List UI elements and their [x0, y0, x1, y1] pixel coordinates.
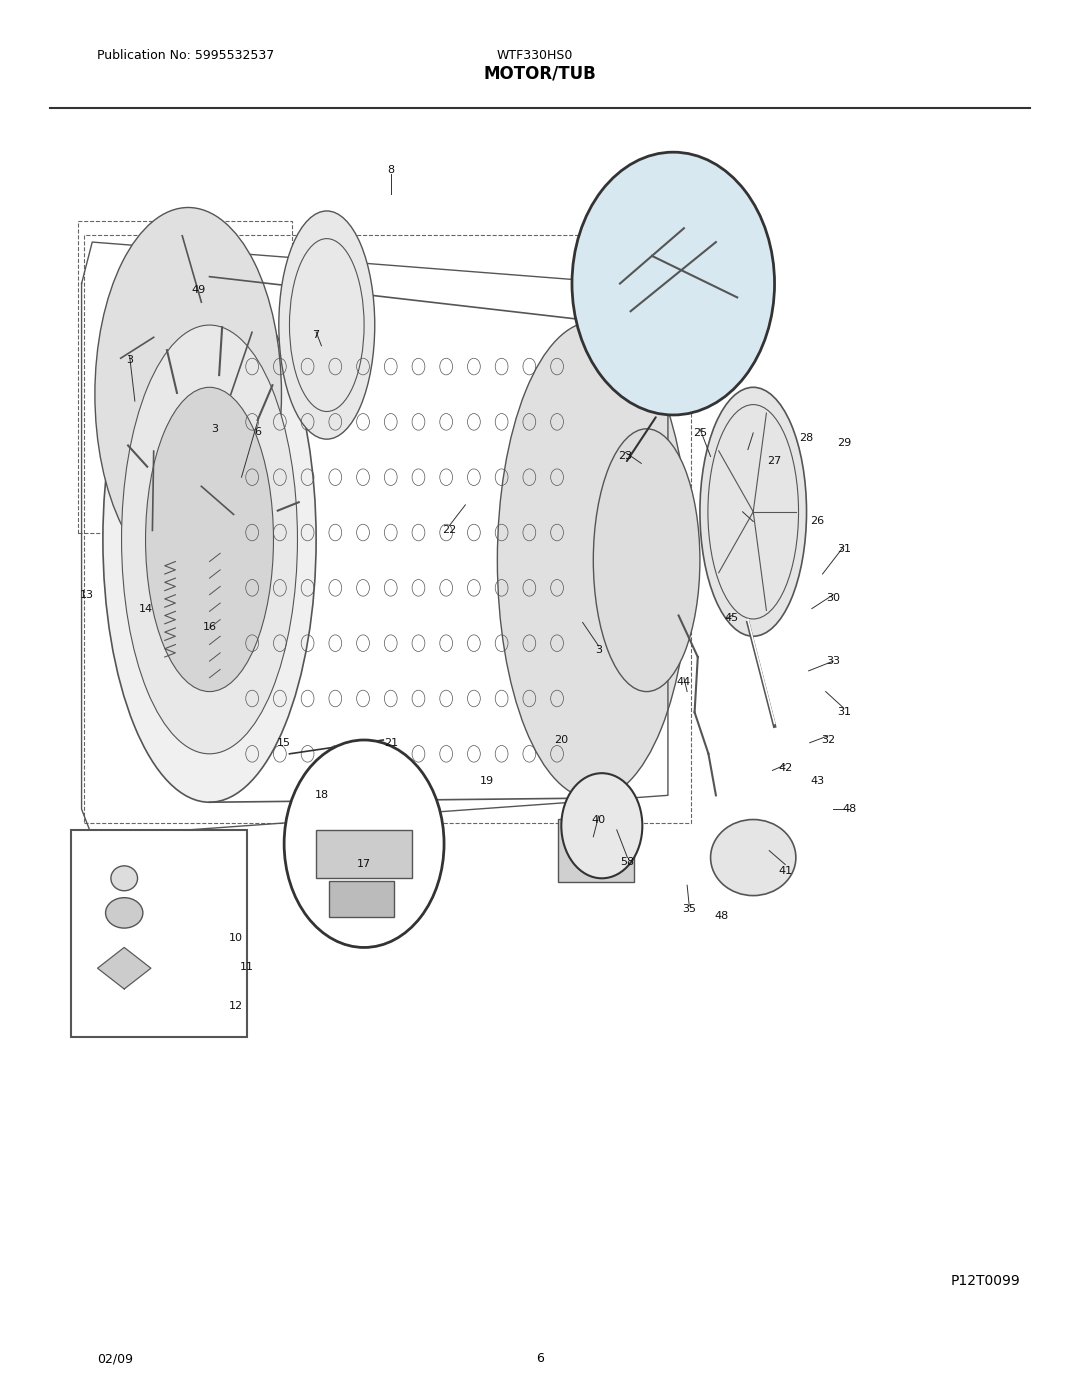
Text: 12: 12	[229, 1000, 243, 1010]
Text: 6: 6	[536, 1352, 544, 1365]
Text: 02/09: 02/09	[97, 1352, 133, 1365]
Text: 19: 19	[480, 777, 494, 787]
Circle shape	[562, 773, 643, 879]
Text: 40: 40	[592, 816, 606, 826]
Text: 21: 21	[383, 738, 397, 747]
Text: 33: 33	[826, 657, 840, 666]
Text: 6: 6	[254, 426, 261, 436]
Text: 11: 11	[240, 961, 254, 972]
Ellipse shape	[95, 208, 282, 581]
FancyBboxPatch shape	[329, 882, 394, 916]
Text: 43: 43	[810, 777, 824, 787]
Text: 42: 42	[778, 763, 793, 773]
Text: 28: 28	[799, 433, 813, 443]
Text: 3: 3	[126, 355, 133, 365]
Text: 8: 8	[388, 165, 394, 175]
Text: MOTOR/TUB: MOTOR/TUB	[484, 64, 596, 82]
Text: Publication No: 5995532537: Publication No: 5995532537	[97, 49, 274, 61]
Ellipse shape	[122, 326, 297, 754]
Ellipse shape	[700, 387, 807, 636]
Text: 7: 7	[312, 330, 320, 339]
FancyBboxPatch shape	[558, 819, 634, 883]
Text: 16: 16	[203, 622, 216, 631]
Text: 10: 10	[229, 933, 243, 943]
FancyBboxPatch shape	[71, 830, 247, 1038]
Text: 20: 20	[554, 735, 568, 745]
Ellipse shape	[498, 321, 689, 799]
Text: 27: 27	[768, 455, 782, 465]
Text: 23: 23	[618, 451, 633, 461]
Text: 26: 26	[810, 517, 824, 527]
Text: 30: 30	[826, 592, 840, 602]
Text: 49: 49	[192, 285, 206, 296]
Text: 29: 29	[837, 437, 851, 447]
Text: 35: 35	[683, 904, 697, 914]
Ellipse shape	[103, 277, 316, 802]
Text: 41: 41	[779, 866, 793, 876]
Ellipse shape	[111, 866, 137, 891]
Text: 22: 22	[442, 525, 457, 535]
Circle shape	[572, 152, 774, 415]
Text: 48: 48	[842, 805, 856, 814]
Text: 31: 31	[837, 543, 851, 555]
Text: 48: 48	[714, 911, 728, 921]
Ellipse shape	[593, 429, 700, 692]
Polygon shape	[97, 947, 151, 989]
Text: 15: 15	[278, 738, 292, 747]
Text: 3: 3	[595, 645, 603, 655]
Text: 58: 58	[620, 856, 634, 866]
Ellipse shape	[146, 387, 273, 692]
Text: 45: 45	[725, 613, 739, 623]
Circle shape	[284, 740, 444, 947]
Text: 44: 44	[677, 678, 691, 687]
Ellipse shape	[279, 211, 375, 439]
Ellipse shape	[711, 820, 796, 895]
Text: 32: 32	[821, 735, 835, 745]
Text: P12T0099: P12T0099	[950, 1274, 1021, 1288]
Text: 18: 18	[314, 791, 328, 800]
FancyBboxPatch shape	[316, 830, 413, 879]
Text: 17: 17	[357, 859, 372, 869]
Ellipse shape	[106, 898, 143, 928]
Text: 3: 3	[212, 423, 218, 434]
Text: 13: 13	[80, 590, 94, 599]
Text: 14: 14	[138, 604, 152, 613]
Text: 31: 31	[837, 707, 851, 717]
Text: WTF330HS0: WTF330HS0	[497, 49, 573, 61]
Text: 25: 25	[693, 427, 707, 437]
